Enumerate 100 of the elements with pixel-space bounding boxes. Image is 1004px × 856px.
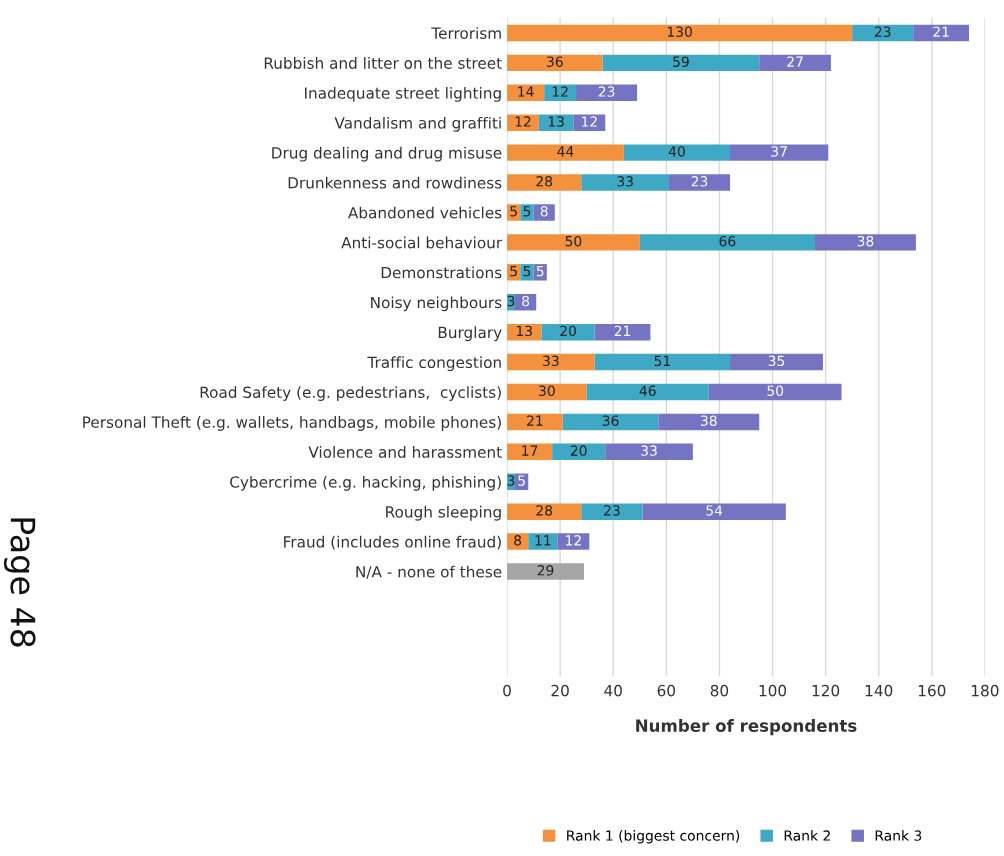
x-tick-label: 80 [710,684,729,697]
bar [642,503,786,520]
data-label: 29 [537,565,554,576]
bar [507,144,624,161]
data-label: 38 [701,415,717,426]
data-label: 37 [771,146,787,157]
data-label: 3 [507,475,515,486]
bar [562,413,659,431]
y-tick-label: Abandoned vehicles [348,206,502,219]
y-tick-label: Noisy neighbours [371,296,502,312]
data-label: 13 [516,325,532,337]
data-label: 46 [639,385,656,397]
bar [507,24,853,42]
y-tick-label: Rubbish and litter on the street [264,57,502,69]
data-label: 8 [522,295,530,307]
data-label: 5 [510,266,517,277]
data-label: 21 [527,415,543,426]
y-tick-label: Demonstrations [381,266,502,279]
y-tick-label: Fraud (includes online fraud) [284,535,501,550]
bar [815,234,916,251]
bar [708,383,842,401]
bar [552,443,606,461]
data-label: 23 [598,86,615,97]
bar [538,114,574,131]
bar [507,443,553,461]
data-label: 35 [768,355,785,367]
y-tick-label: Burglary [438,326,502,342]
data-label: 38 [857,235,874,247]
data-label: 3 [507,295,515,307]
legend-label: Rank 3 [875,830,922,841]
bar [557,533,590,550]
data-label: 27 [787,56,803,67]
bar [576,84,638,102]
bar [730,353,823,371]
data-label: 44 [557,146,574,157]
data-label: 13 [548,116,564,127]
y-tick-label: Anti-social behaviour [341,236,503,249]
bar [573,114,606,131]
y-tick-label: Traffic congestion [367,356,501,372]
bar [581,174,669,191]
data-label: 40 [668,146,685,157]
data-label: 33 [617,176,633,187]
bar [507,563,585,580]
y-tick-label: N/A - none of these [356,565,502,579]
bar [507,234,640,251]
data-label: 23 [874,26,891,37]
data-label: 12 [566,535,581,546]
y-tick-label: Cybercrime (e.g. hacking, phishing) [230,475,501,491]
data-label: 20 [560,325,576,337]
y-tick-label: Personal Theft (e.g. wallets, handbags, mobile phones) [83,416,501,431]
bar [581,503,643,520]
bar [586,383,709,401]
bar [668,174,731,191]
bar [759,54,831,72]
bar [541,323,595,341]
bar [602,54,760,72]
data-label: 5 [510,206,517,217]
data-label: 21 [614,325,631,336]
data-label: 36 [547,56,563,67]
y-tick-label: Drunkenness and rowdiness [288,176,502,189]
data-label: 33 [641,445,657,456]
data-label: 12 [552,86,568,97]
data-label: 8 [514,535,522,546]
data-label: 11 [535,535,551,546]
data-label: 51 [654,355,670,367]
y-tick-label: Road Safety (e.g. pedestrians, cyclists) [200,386,501,401]
y-tick-label: Inadequate street lighting [305,86,501,102]
bar [594,323,651,341]
bar [852,24,914,42]
x-tick-label: 20 [551,684,569,697]
bar [507,54,603,72]
x-axis-title: Number of respondents [636,719,857,736]
bar [639,234,815,251]
data-label: 5 [518,475,525,486]
y-tick-label: Violence and harassment [308,446,502,458]
bar [507,383,587,401]
bar [605,443,693,461]
data-label: 5 [523,266,531,277]
data-label: 21 [933,26,949,37]
x-tick-label: 0 [503,684,511,697]
data-label: 5 [536,266,544,277]
legend-label: Rank 1 (biggest concern) [567,830,740,844]
bar [507,353,595,371]
bar [913,24,969,42]
data-label: 12 [582,116,597,127]
data-label: 23 [691,176,708,187]
bar [533,204,555,221]
x-tick-label: 120 [812,684,840,697]
data-label: 28 [536,176,553,187]
x-tick-label: 180 [972,684,999,697]
data-label: 36 [602,415,619,426]
data-label: 66 [719,235,736,247]
bar [658,413,760,431]
bar [507,503,582,520]
bar [528,533,558,550]
y-tick-label: Rough sleeping [386,505,501,521]
legend-label: Rank 2 [784,830,830,841]
bar [520,264,534,281]
data-label: 14 [518,86,534,97]
data-label: 33 [543,355,559,367]
